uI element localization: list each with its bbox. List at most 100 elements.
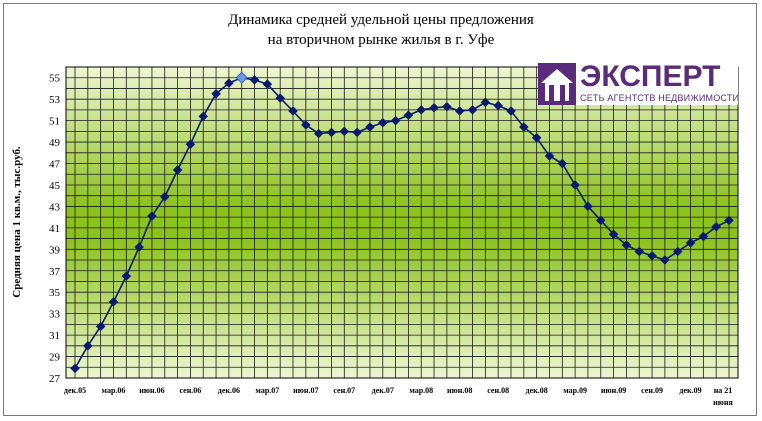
data-point	[211, 89, 221, 99]
x-tick-label: дек.08	[526, 386, 548, 395]
data-point	[159, 191, 170, 202]
x-tick-label: дек.09	[679, 386, 701, 395]
chart-title: Динамика средней удельной цены предложен…	[0, 10, 762, 50]
series-line	[74, 76, 730, 369]
data-point	[583, 201, 593, 212]
y-tick-label: 43	[49, 201, 61, 213]
data-point	[685, 238, 696, 248]
plot-border	[65, 66, 739, 379]
data-point	[416, 105, 427, 115]
y-axis-ticks: 27 29 31 33 35 37 39 41 43 45 47 49 51 53 55	[49, 73, 61, 385]
x-tick-label: сен.08	[487, 386, 509, 395]
house-logo-icon	[538, 63, 576, 105]
x-tick-label: дек.07	[372, 386, 394, 395]
x-tick-label: дек.05	[64, 386, 86, 395]
data-point	[647, 250, 657, 261]
data-point	[570, 180, 580, 190]
x-axis-ticks: дек.05 мар.06 июн.06 сен.06 дек.06 мар.07 июн.…	[64, 386, 734, 407]
data-point	[519, 122, 529, 132]
data-point	[506, 106, 516, 116]
x-tick-label: мар.09	[563, 386, 587, 395]
x-tick-label: сен.06	[180, 386, 202, 395]
x-tick-label: июн.07	[293, 386, 318, 395]
data-point	[493, 100, 503, 111]
y-tick-label: 45	[49, 180, 61, 192]
data-point	[711, 222, 721, 232]
expert-logo: ЭКСПЕРТ СЕТЬ АГЕНТСТВ НЕДВИЖИМОСТИ	[538, 60, 740, 105]
y-tick-label: 33	[49, 309, 61, 321]
data-point	[365, 122, 375, 132]
x-tick-label: июн.09	[601, 386, 626, 395]
data-point	[544, 151, 555, 161]
data-point	[134, 242, 144, 252]
x-tick-label: мар.06	[102, 386, 126, 395]
data-point	[108, 297, 119, 307]
data-point	[467, 105, 478, 115]
data-point	[621, 240, 632, 250]
data-point	[698, 231, 709, 242]
y-tick-label: 29	[49, 352, 61, 364]
logo-subtitle: СЕТЬ АГЕНТСТВ НЕДВИЖИМОСТИ	[580, 93, 740, 103]
data-point	[672, 246, 683, 257]
data-point	[608, 229, 619, 240]
x-tick-label: мар.07	[255, 386, 279, 395]
data-point	[442, 101, 452, 112]
data-point	[326, 127, 337, 138]
y-tick-label: 35	[49, 287, 61, 299]
x-tick-label: дек.06	[218, 386, 240, 395]
y-tick-label: 41	[49, 223, 60, 235]
data-point	[660, 255, 670, 265]
data-point	[147, 211, 157, 221]
data-point	[634, 246, 645, 257]
y-tick-label: 53	[49, 94, 61, 106]
series-points	[70, 71, 734, 374]
y-tick-label: 37	[49, 266, 61, 278]
data-point	[121, 271, 132, 281]
data-point	[249, 75, 260, 85]
x-tick-label: сен.07	[333, 386, 355, 395]
plot-area	[66, 67, 738, 378]
data-point	[224, 78, 234, 88]
data-point	[288, 106, 298, 116]
data-point	[454, 106, 465, 116]
x-tick-label: мар.08	[409, 386, 433, 395]
x-tick-label: на 21 июня	[713, 386, 733, 407]
y-tick-label: 55	[49, 73, 61, 85]
data-point	[480, 97, 491, 108]
chart-title-line-1: Динамика средней удельной цены предложен…	[228, 12, 534, 28]
data-point	[198, 111, 209, 122]
logo-word: ЭКСПЕРТ	[580, 60, 721, 93]
y-tick-label: 39	[49, 244, 61, 256]
data-point	[185, 139, 196, 149]
data-point-peak	[235, 71, 248, 84]
y-tick-label: 31	[49, 330, 60, 342]
data-point	[390, 115, 401, 126]
data-point	[724, 215, 734, 226]
x-tick-label: сен.09	[641, 386, 663, 395]
data-point	[403, 110, 414, 121]
chart-title-line-2: на вторичном рынке жилья в г. Уфе	[267, 32, 495, 48]
x-tick-label: июн.06	[139, 386, 164, 395]
data-point	[95, 321, 106, 332]
data-point	[275, 93, 285, 103]
data-point	[313, 128, 324, 139]
data-point	[595, 215, 606, 226]
data-point	[301, 120, 311, 130]
data-point	[262, 79, 273, 89]
data-point	[557, 158, 568, 169]
x-tick-label: июн.08	[447, 386, 472, 395]
data-point	[377, 117, 388, 128]
data-point	[172, 165, 183, 175]
y-tick-label: 27	[49, 373, 61, 385]
y-tick-label: 49	[49, 137, 61, 149]
data-point	[83, 341, 93, 351]
y-tick-label: 51	[49, 116, 60, 128]
y-tick-label: 47	[49, 159, 61, 171]
data-point	[531, 133, 542, 143]
data-point	[70, 363, 80, 374]
y-axis-label: Средняя цена 1 кв.м., тыс.руб.	[11, 146, 23, 298]
data-point	[339, 126, 350, 137]
data-point	[429, 102, 439, 113]
grid-lines	[65, 66, 739, 379]
